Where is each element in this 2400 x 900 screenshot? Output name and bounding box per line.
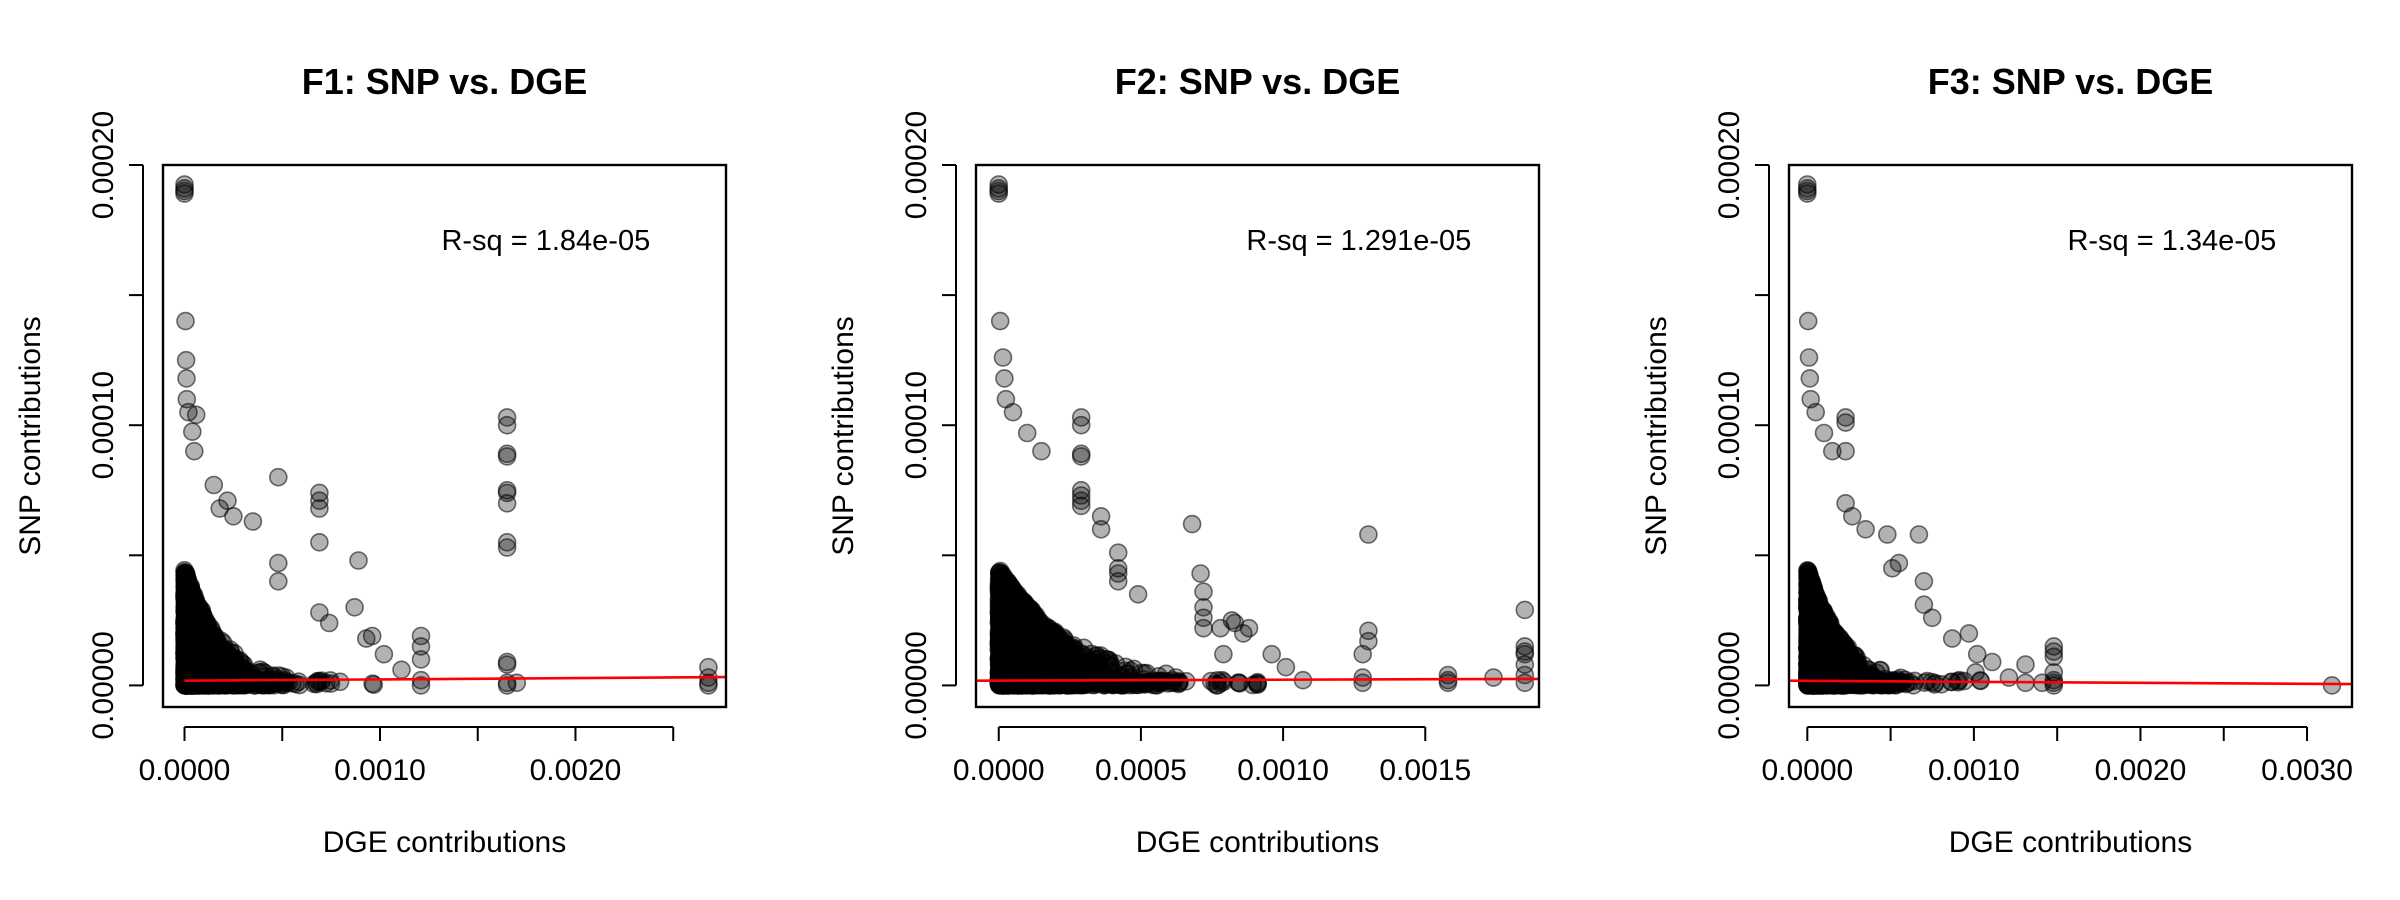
chart-1-rsq-annotation: R-sq = 1.84e-05 — [441, 225, 650, 257]
chart-1-x-tick-label: 0.0020 — [530, 754, 622, 787]
chart-1-point — [310, 532, 329, 552]
chart-2-y-axis-label: SNP contributions — [827, 316, 860, 556]
chart-1: F1: SNP vs. DGE DGE contributions SNP cont… — [14, 61, 728, 859]
chart-1-point — [268, 467, 288, 487]
chart-1-x-tick-label: 0.0010 — [334, 754, 426, 787]
chart-1-point — [183, 422, 202, 442]
chart-1-point — [177, 369, 196, 388]
chart-1-point — [187, 611, 207, 631]
chart-1-y-tick-label: 0.00010 — [87, 371, 120, 479]
chart-1-title: F1: SNP vs. DGE — [302, 61, 587, 102]
chart-1-point — [176, 625, 195, 645]
chart-2-title: F2: SNP vs. DGE — [1115, 61, 1400, 102]
chart-1-point — [243, 512, 263, 531]
chart-1-point — [185, 441, 204, 461]
chart-1-point — [175, 563, 194, 583]
chart-1-point — [186, 405, 206, 425]
chart-1-point — [497, 447, 517, 466]
chart-1-point — [224, 506, 243, 526]
chart-1-point — [374, 644, 394, 664]
chart-1-point — [507, 673, 527, 693]
chart-1-point — [345, 597, 364, 617]
chart-1-y-tick-label: 0.00020 — [87, 111, 120, 219]
chart-1-x-axis-label: DGE contributions — [323, 826, 566, 859]
chart-1-point — [176, 579, 196, 598]
chart-1-point — [268, 553, 288, 573]
chart-1-point — [204, 475, 224, 495]
chart-1-point — [310, 499, 329, 518]
chart-1-point — [497, 655, 517, 674]
chart-1-point — [497, 415, 517, 435]
chart-1-point — [497, 538, 517, 557]
chart-1-y-tick-label: 0.00000 — [87, 631, 120, 739]
chart-1-point — [268, 571, 288, 591]
chart-1-point — [411, 650, 431, 669]
chart-1-point — [497, 493, 517, 513]
chart-1-x-tick-label: 0.0000 — [139, 754, 231, 787]
chart-2-x-axis-label: DGE contributions — [1136, 826, 1379, 859]
chart-1-point — [392, 660, 411, 680]
chart-1-points — [175, 175, 718, 695]
chart-1-point — [176, 311, 195, 331]
chart-1-point — [175, 179, 194, 198]
chart-1-point — [262, 673, 282, 692]
chart-2: F2: SNP vs. DGE DGE contributions SNP cont… — [827, 61, 1541, 859]
chart-1-point — [362, 626, 382, 646]
chart-1-point — [349, 551, 368, 570]
chart-1-point — [176, 350, 196, 370]
chart-1-point — [699, 676, 718, 695]
chart-1-y-axis-label: SNP contributions — [14, 316, 47, 556]
chart-1-point — [218, 491, 237, 511]
chart-1-point — [319, 613, 339, 633]
